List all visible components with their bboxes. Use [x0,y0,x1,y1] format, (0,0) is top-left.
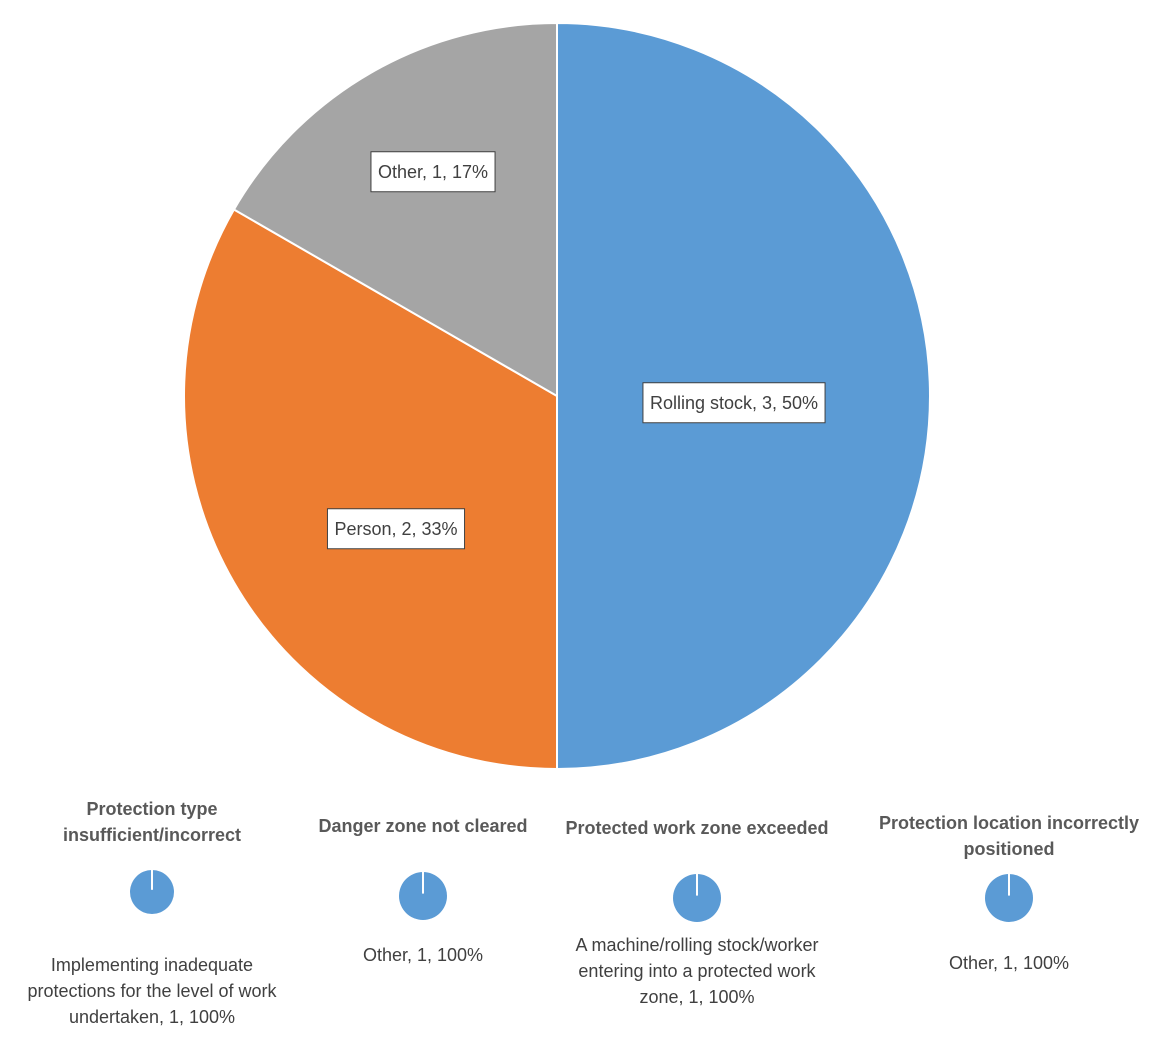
mini-pie-title: Protection type [86,799,217,819]
data-label-box [370,151,496,193]
data-label-rolling-stock: Rolling stock, 3, 50% [642,382,826,424]
data-label-box [326,508,466,550]
mini-pie-3: Protected work zone exceeded A machine/ro… [565,818,828,1007]
mini-pie-data-label: zone, 1, 100% [639,987,754,1007]
data-label-text: Person, 2, 33% [334,519,457,539]
mini-pie-data-label: entering into a protected work [578,961,816,981]
mini-pie-data-label: protections for the level of work [27,981,277,1001]
mini-pie-slice [130,870,174,914]
mini-pie-title: positioned [964,839,1055,859]
mini-pie-slice [399,872,447,920]
mini-pie-data-label: undertaken, 1, 100% [69,1007,235,1027]
mini-pie-data-label: A machine/rolling stock/worker [575,935,818,955]
mini-pie-data-label: Other, 1, 100% [363,945,483,965]
mini-pie-4: Protection location incorrectly positione… [879,813,1139,973]
data-label-person: Person, 2, 33% [326,508,466,550]
mini-pie-slice [985,874,1033,922]
main-pie: Rolling stock, 3, 50% Person, 2, 33% Other… [183,21,931,771]
mini-pie-title: Protection location incorrectly [879,813,1139,833]
mini-pie-title: insufficient/incorrect [63,825,241,845]
mini-pie-title: Protected work zone exceeded [565,818,828,838]
mini-pie-slice [673,874,721,922]
mini-pie-data-label: Other, 1, 100% [949,953,1069,973]
mini-pie-title: Danger zone not cleared [318,816,527,836]
pie-slice-person [183,208,558,771]
pie-slice-other [232,21,558,398]
data-label-text: Rolling stock, 3, 50% [650,393,818,413]
data-label-box [642,382,826,424]
mini-pie-data-label: Implementing inadequate [51,955,253,975]
data-label-other: Other, 1, 17% [370,151,496,193]
mini-pie-2: Danger zone not cleared Other, 1, 100% [318,816,527,965]
mini-pie-1: Protection type insufficient/incorrect Imp… [27,799,277,1027]
data-label-text: Other, 1, 17% [378,162,488,182]
